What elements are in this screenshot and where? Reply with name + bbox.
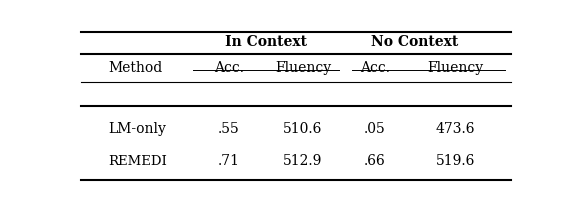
Text: LM-only: LM-only — [108, 122, 166, 136]
Text: REMEDI: REMEDI — [108, 155, 167, 168]
Text: 510.6: 510.6 — [283, 122, 323, 136]
Text: .05: .05 — [364, 122, 386, 136]
Text: .55: .55 — [218, 122, 240, 136]
Text: Acc.: Acc. — [360, 61, 390, 75]
Text: Method: Method — [108, 61, 162, 75]
Text: 473.6: 473.6 — [435, 122, 475, 136]
Text: 512.9: 512.9 — [283, 154, 323, 168]
Text: .66: .66 — [364, 154, 386, 168]
Text: Acc.: Acc. — [214, 61, 244, 75]
Text: .71: .71 — [218, 154, 240, 168]
Text: No Context: No Context — [371, 35, 458, 49]
Text: In Context: In Context — [225, 35, 307, 49]
Text: Fluency: Fluency — [275, 61, 331, 75]
Text: Fluency: Fluency — [427, 61, 483, 75]
Text: 519.6: 519.6 — [436, 154, 475, 168]
